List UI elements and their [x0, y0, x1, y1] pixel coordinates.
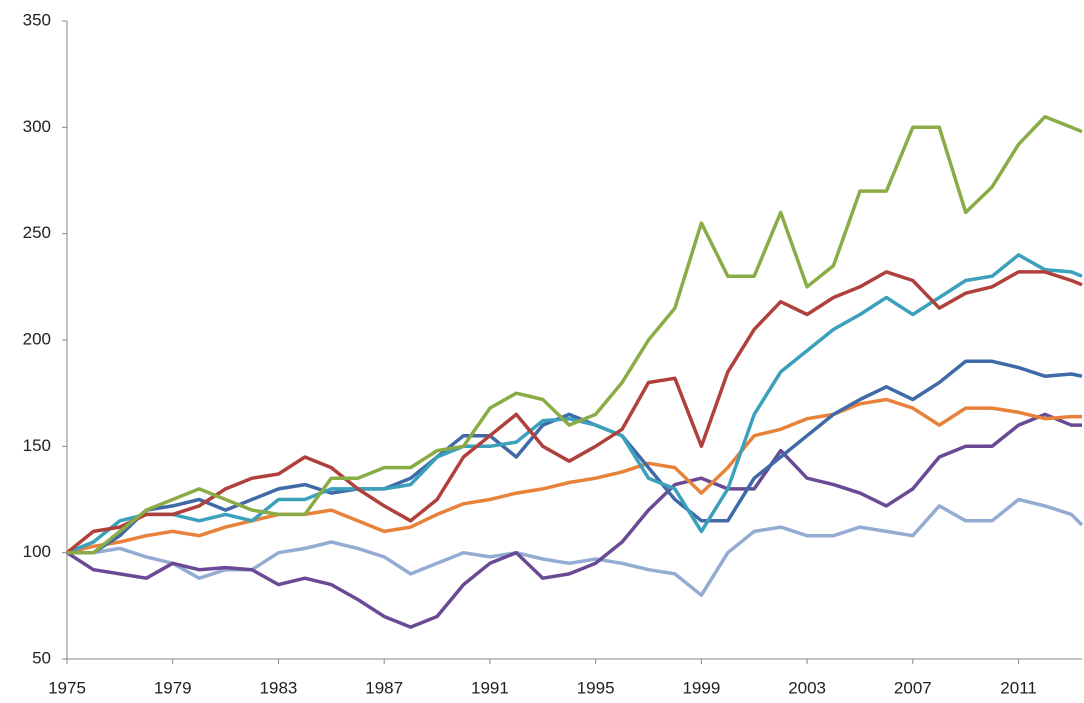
x-tick-label: 1999	[682, 678, 720, 697]
y-tick-label: 150	[23, 436, 51, 455]
y-tick-label: 350	[23, 10, 51, 29]
y-tick-label: 200	[23, 329, 51, 348]
series-line	[66, 412, 1082, 629]
series-line	[67, 114, 1083, 555]
x-tick-label: 1995	[577, 678, 615, 697]
x-tick-label: 2011	[1000, 678, 1037, 697]
x-tick-label: 1987	[365, 678, 403, 697]
y-tick-label: 300	[23, 117, 51, 136]
x-tick-label: 1979	[154, 678, 192, 697]
x-tick-label: 1975	[48, 678, 86, 697]
y-tick-label: 50	[32, 648, 51, 667]
x-tick-label: 1983	[260, 678, 298, 697]
x-tick-label: 1991	[471, 678, 509, 697]
x-tick-label: 2007	[894, 678, 932, 697]
y-tick-label: 100	[23, 542, 51, 561]
series-line	[66, 253, 1083, 555]
series-line	[65, 270, 1083, 555]
y-tick-label: 250	[23, 223, 51, 242]
series-line	[67, 497, 1084, 597]
series-line	[66, 397, 1082, 555]
x-tick-label: 2003	[788, 678, 826, 697]
